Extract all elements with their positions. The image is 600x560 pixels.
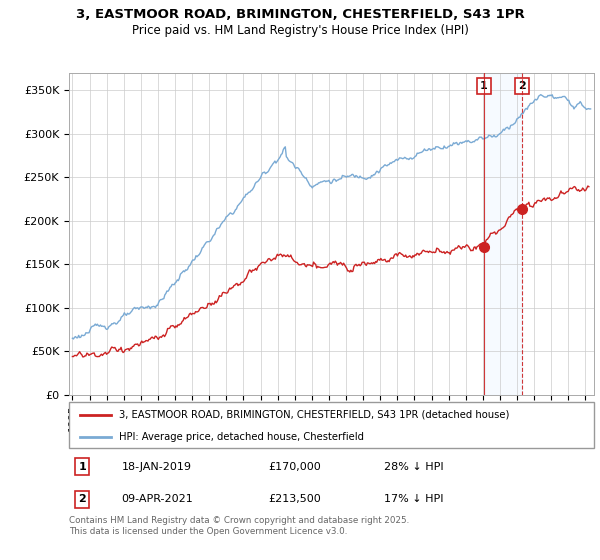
- Text: £170,000: £170,000: [269, 461, 321, 472]
- Text: 17% ↓ HPI: 17% ↓ HPI: [384, 494, 443, 505]
- FancyBboxPatch shape: [69, 402, 594, 448]
- Text: Contains HM Land Registry data © Crown copyright and database right 2025.
This d: Contains HM Land Registry data © Crown c…: [69, 516, 409, 536]
- Text: 18-JAN-2019: 18-JAN-2019: [121, 461, 191, 472]
- Text: 28% ↓ HPI: 28% ↓ HPI: [384, 461, 443, 472]
- Text: 2: 2: [518, 81, 526, 91]
- Bar: [484, 73, 522, 395]
- Text: 2: 2: [78, 494, 86, 505]
- Text: 3, EASTMOOR ROAD, BRIMINGTON, CHESTERFIELD, S43 1PR (detached house): 3, EASTMOOR ROAD, BRIMINGTON, CHESTERFIE…: [119, 410, 509, 420]
- Text: 1: 1: [480, 81, 488, 91]
- Text: Price paid vs. HM Land Registry's House Price Index (HPI): Price paid vs. HM Land Registry's House …: [131, 24, 469, 36]
- Text: 1: 1: [78, 461, 86, 472]
- Text: £213,500: £213,500: [269, 494, 321, 505]
- Text: 09-APR-2021: 09-APR-2021: [121, 494, 193, 505]
- Text: 3, EASTMOOR ROAD, BRIMINGTON, CHESTERFIELD, S43 1PR: 3, EASTMOOR ROAD, BRIMINGTON, CHESTERFIE…: [76, 8, 524, 21]
- Text: HPI: Average price, detached house, Chesterfield: HPI: Average price, detached house, Ches…: [119, 432, 364, 441]
